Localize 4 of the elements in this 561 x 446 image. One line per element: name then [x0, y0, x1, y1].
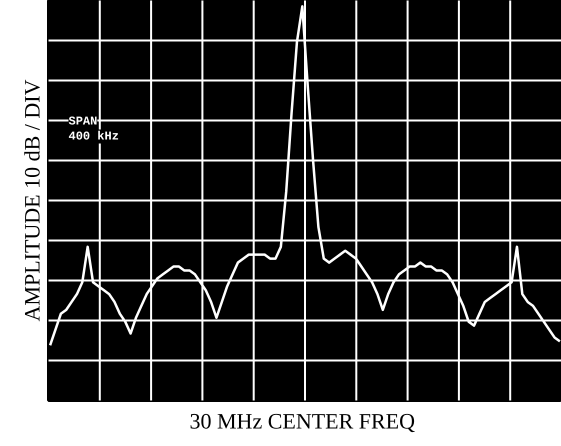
x-axis-title: 30 MHz CENTER FREQ	[190, 408, 416, 434]
annotation: 400 kHz	[68, 130, 119, 144]
annotation: SPAN	[68, 114, 98, 128]
y-axis-title: AMPLITUDE 10 dB / DIV	[20, 79, 44, 322]
